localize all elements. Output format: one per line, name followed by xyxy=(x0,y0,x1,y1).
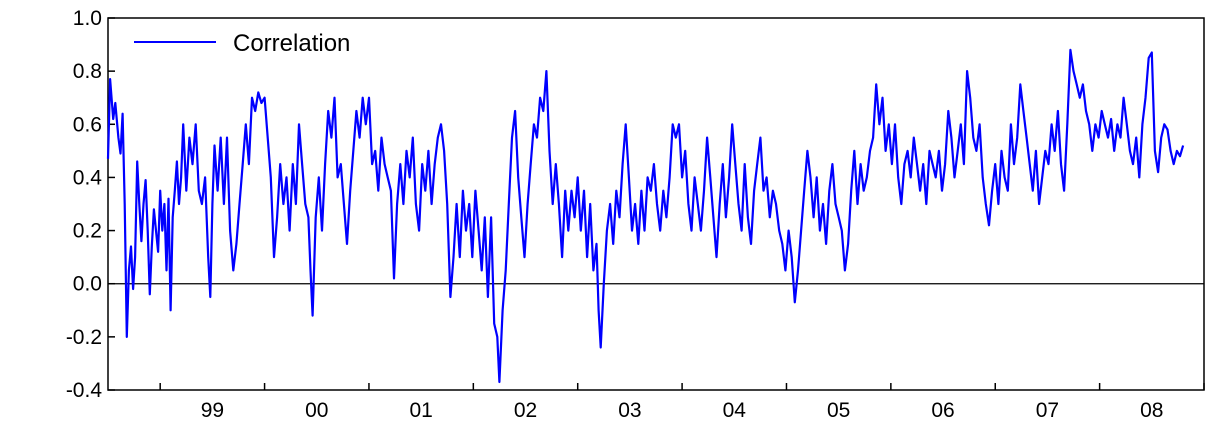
y-tick-label: -0.2 xyxy=(66,326,102,349)
legend: Correlation xyxy=(134,30,350,57)
x-tick-label: 07 xyxy=(1036,399,1059,422)
y-tick-label: -0.4 xyxy=(66,379,103,402)
x-tick-label: 05 xyxy=(827,399,850,422)
x-tick-label: 99 xyxy=(201,399,224,422)
y-tick-label: 0.8 xyxy=(73,60,102,83)
x-axis: 99 00 01 02 03 04 05 06 07 08 xyxy=(159,383,1205,422)
y-tick-label: 0.2 xyxy=(73,220,102,243)
x-tick-label: 00 xyxy=(305,399,328,422)
legend-label: Correlation xyxy=(233,30,350,57)
y-tick-label: 0.0 xyxy=(73,273,102,296)
y-axis: -0.4 -0.2 0.0 0.2 0.4 0.6 0.8 1.0 xyxy=(66,7,115,402)
x-tick-label: 04 xyxy=(723,399,747,422)
y-tick-label: 0.4 xyxy=(73,166,103,189)
x-tick-label: 08 xyxy=(1140,399,1163,422)
x-tick-label: 01 xyxy=(409,399,432,422)
series-line-correlation xyxy=(106,48,1185,384)
y-tick-label: 0.6 xyxy=(73,113,102,136)
plot-frame xyxy=(107,17,1205,391)
x-tick-label: 02 xyxy=(514,399,537,422)
y-tick-label: 1.0 xyxy=(73,7,102,30)
x-tick-label: 03 xyxy=(618,399,641,422)
x-tick-label: 06 xyxy=(931,399,954,422)
